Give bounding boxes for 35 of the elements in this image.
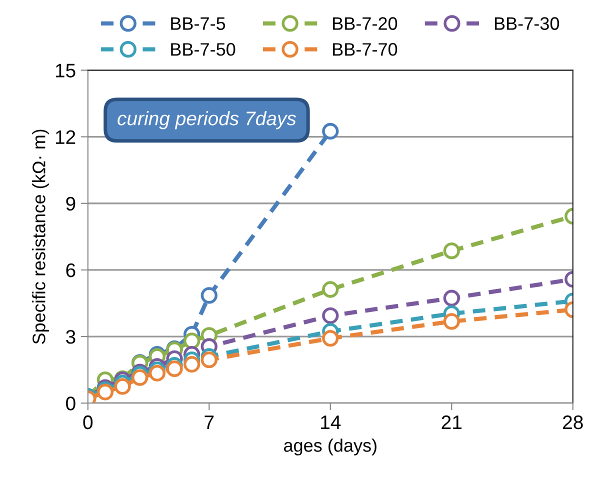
point: [148, 364, 166, 382]
point: [132, 369, 148, 386]
y-tick-label: 6: [66, 263, 76, 278]
point: [443, 290, 460, 306]
legend-label: BB-7-20: [333, 17, 398, 30]
point: [166, 360, 183, 378]
x-tick-label: 7: [204, 416, 214, 430]
y-tick-label: 9: [66, 196, 76, 211]
point: [443, 242, 460, 260]
y-tick-label: 0: [66, 396, 76, 410]
x-tick-label: 21: [442, 415, 462, 430]
x-tick-label: 14: [321, 416, 341, 430]
x-tick-label: 0: [83, 415, 93, 430]
y-tick-label: 12: [56, 130, 76, 144]
x-tick-label: 28: [563, 415, 583, 430]
x-axis-title: ages (days): [284, 438, 376, 456]
point: [200, 352, 218, 368]
legend-label: BB-7-5: [171, 17, 226, 30]
y-tick-label: 3: [66, 330, 76, 344]
annotation: curing periods 7days: [118, 111, 296, 130]
point: [183, 356, 200, 373]
legend-label: BB-7-30: [494, 17, 560, 30]
point: [183, 332, 200, 350]
point: [322, 281, 339, 298]
y-axis-title: Specific resistance (kΩ· m): [32, 130, 49, 344]
y-tick-label: 15: [56, 64, 76, 78]
legend-label: BB-7-70: [333, 43, 398, 56]
point: [96, 384, 114, 400]
point: [322, 307, 339, 324]
point: [114, 378, 131, 395]
point: [322, 122, 339, 140]
point: [443, 313, 460, 330]
legend-label: BB-7-50: [171, 43, 236, 56]
point: [322, 330, 339, 347]
point: [200, 287, 218, 304]
